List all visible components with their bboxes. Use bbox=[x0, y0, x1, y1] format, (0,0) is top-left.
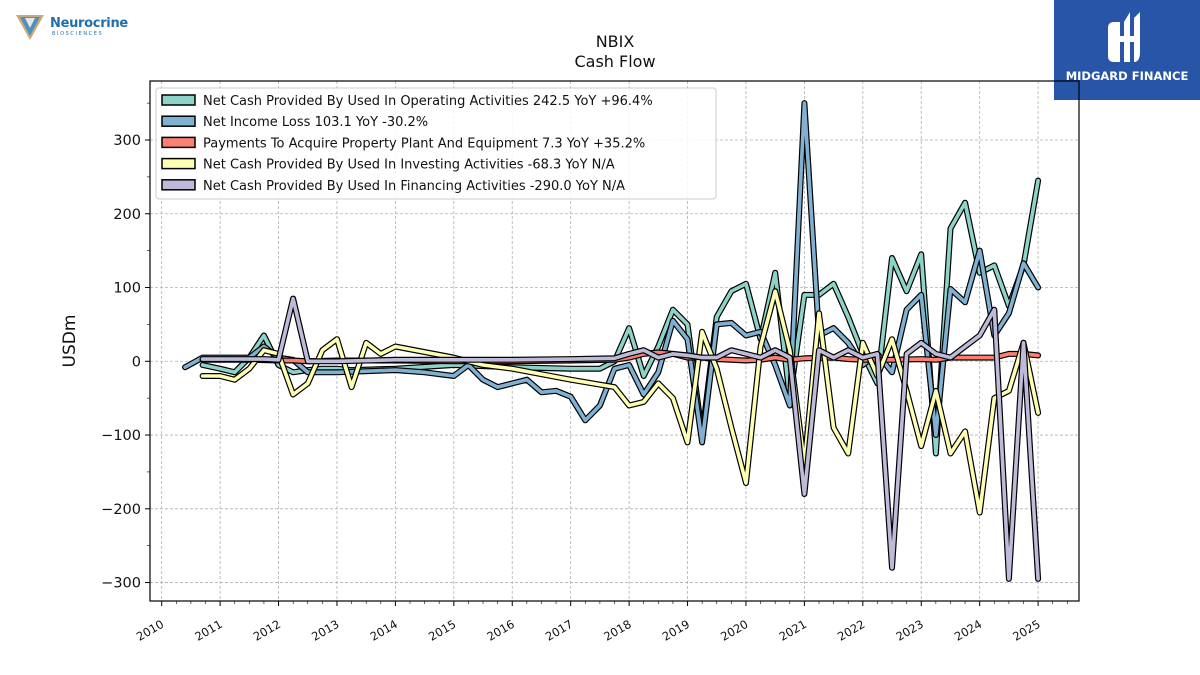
series-line-3 bbox=[200, 289, 1040, 515]
x-tick-label: 2024 bbox=[952, 617, 984, 644]
x-tick-label: 2025 bbox=[1010, 617, 1042, 644]
legend-label: Net Income Loss 103.1 YoY -30.2% bbox=[203, 115, 428, 130]
y-axis: −300 −200 −100 0 100 200 300 bbox=[101, 102, 150, 592]
midgard-logo-text: MIDGARD FINANCE bbox=[1065, 69, 1189, 83]
series-line-1 bbox=[183, 101, 1040, 445]
legend-label: Net Cash Provided By Used In Operating A… bbox=[203, 94, 653, 109]
neurocrine-logo-text: Neurocrine bbox=[50, 16, 128, 31]
y-tick-label: 0 bbox=[132, 354, 141, 370]
legend-label: Net Cash Provided By Used In Investing A… bbox=[203, 158, 615, 173]
legend-box bbox=[155, 87, 717, 200]
legend-label: Net Cash Provided By Used In Financing A… bbox=[203, 179, 625, 194]
x-tick-label: 2020 bbox=[718, 617, 750, 644]
midgard-logo-mark bbox=[1108, 12, 1140, 62]
y-axis-label: USDm bbox=[60, 315, 80, 368]
x-tick-label: 2015 bbox=[426, 617, 458, 644]
legend-swatch bbox=[161, 157, 196, 170]
chart-subtitle: Cash Flow bbox=[574, 52, 656, 71]
y-tick-label: 300 bbox=[113, 133, 141, 149]
neurocrine-logo-mark bbox=[16, 15, 44, 40]
series-outline-3 bbox=[199, 288, 1042, 516]
x-tick-label: 2022 bbox=[835, 617, 867, 644]
x-tick-label: 2018 bbox=[601, 617, 633, 644]
legend-swatch bbox=[161, 115, 196, 127]
x-tick-label: 2010 bbox=[134, 617, 166, 644]
legend-swatch bbox=[161, 136, 196, 149]
legend: Net Cash Provided By Used In Operating A… bbox=[155, 87, 717, 200]
x-tick-label: 2014 bbox=[368, 617, 400, 644]
x-tick-label: 2016 bbox=[484, 617, 516, 644]
x-tick-label: 2021 bbox=[777, 617, 809, 644]
y-tick-label: −300 bbox=[101, 576, 141, 592]
legend-swatch bbox=[161, 179, 196, 191]
x-tick-label: 2013 bbox=[309, 617, 341, 644]
series-line-4 bbox=[200, 296, 1040, 581]
chart-title: NBIX bbox=[595, 32, 635, 51]
midgard-finance-logo: MIDGARD FINANCE bbox=[1054, 0, 1200, 100]
y-tick-label: 200 bbox=[113, 207, 141, 223]
y-tick-label: −200 bbox=[101, 502, 141, 518]
legend-swatch bbox=[161, 94, 196, 106]
x-tick-label: 2017 bbox=[543, 617, 575, 644]
y-tick-label: 100 bbox=[113, 281, 141, 297]
x-tick-label: 2012 bbox=[251, 617, 283, 644]
x-tick-label: 2023 bbox=[893, 617, 925, 644]
series-lines bbox=[182, 100, 1042, 582]
y-tick-label: −100 bbox=[101, 428, 141, 444]
neurocrine-logo-subtext: BIOSCIENCES bbox=[52, 31, 104, 37]
x-axis: 2010 2011 2012 2013 2014 2015 2016 2017 2018 2019… bbox=[134, 601, 1068, 644]
x-tick-label: 2019 bbox=[660, 617, 692, 644]
x-tick-label: 2011 bbox=[192, 617, 224, 644]
neurocrine-logo: Neurocrine BIOSCIENCES bbox=[14, 12, 144, 44]
legend-label: Payments To Acquire Property Plant And E… bbox=[203, 136, 645, 151]
